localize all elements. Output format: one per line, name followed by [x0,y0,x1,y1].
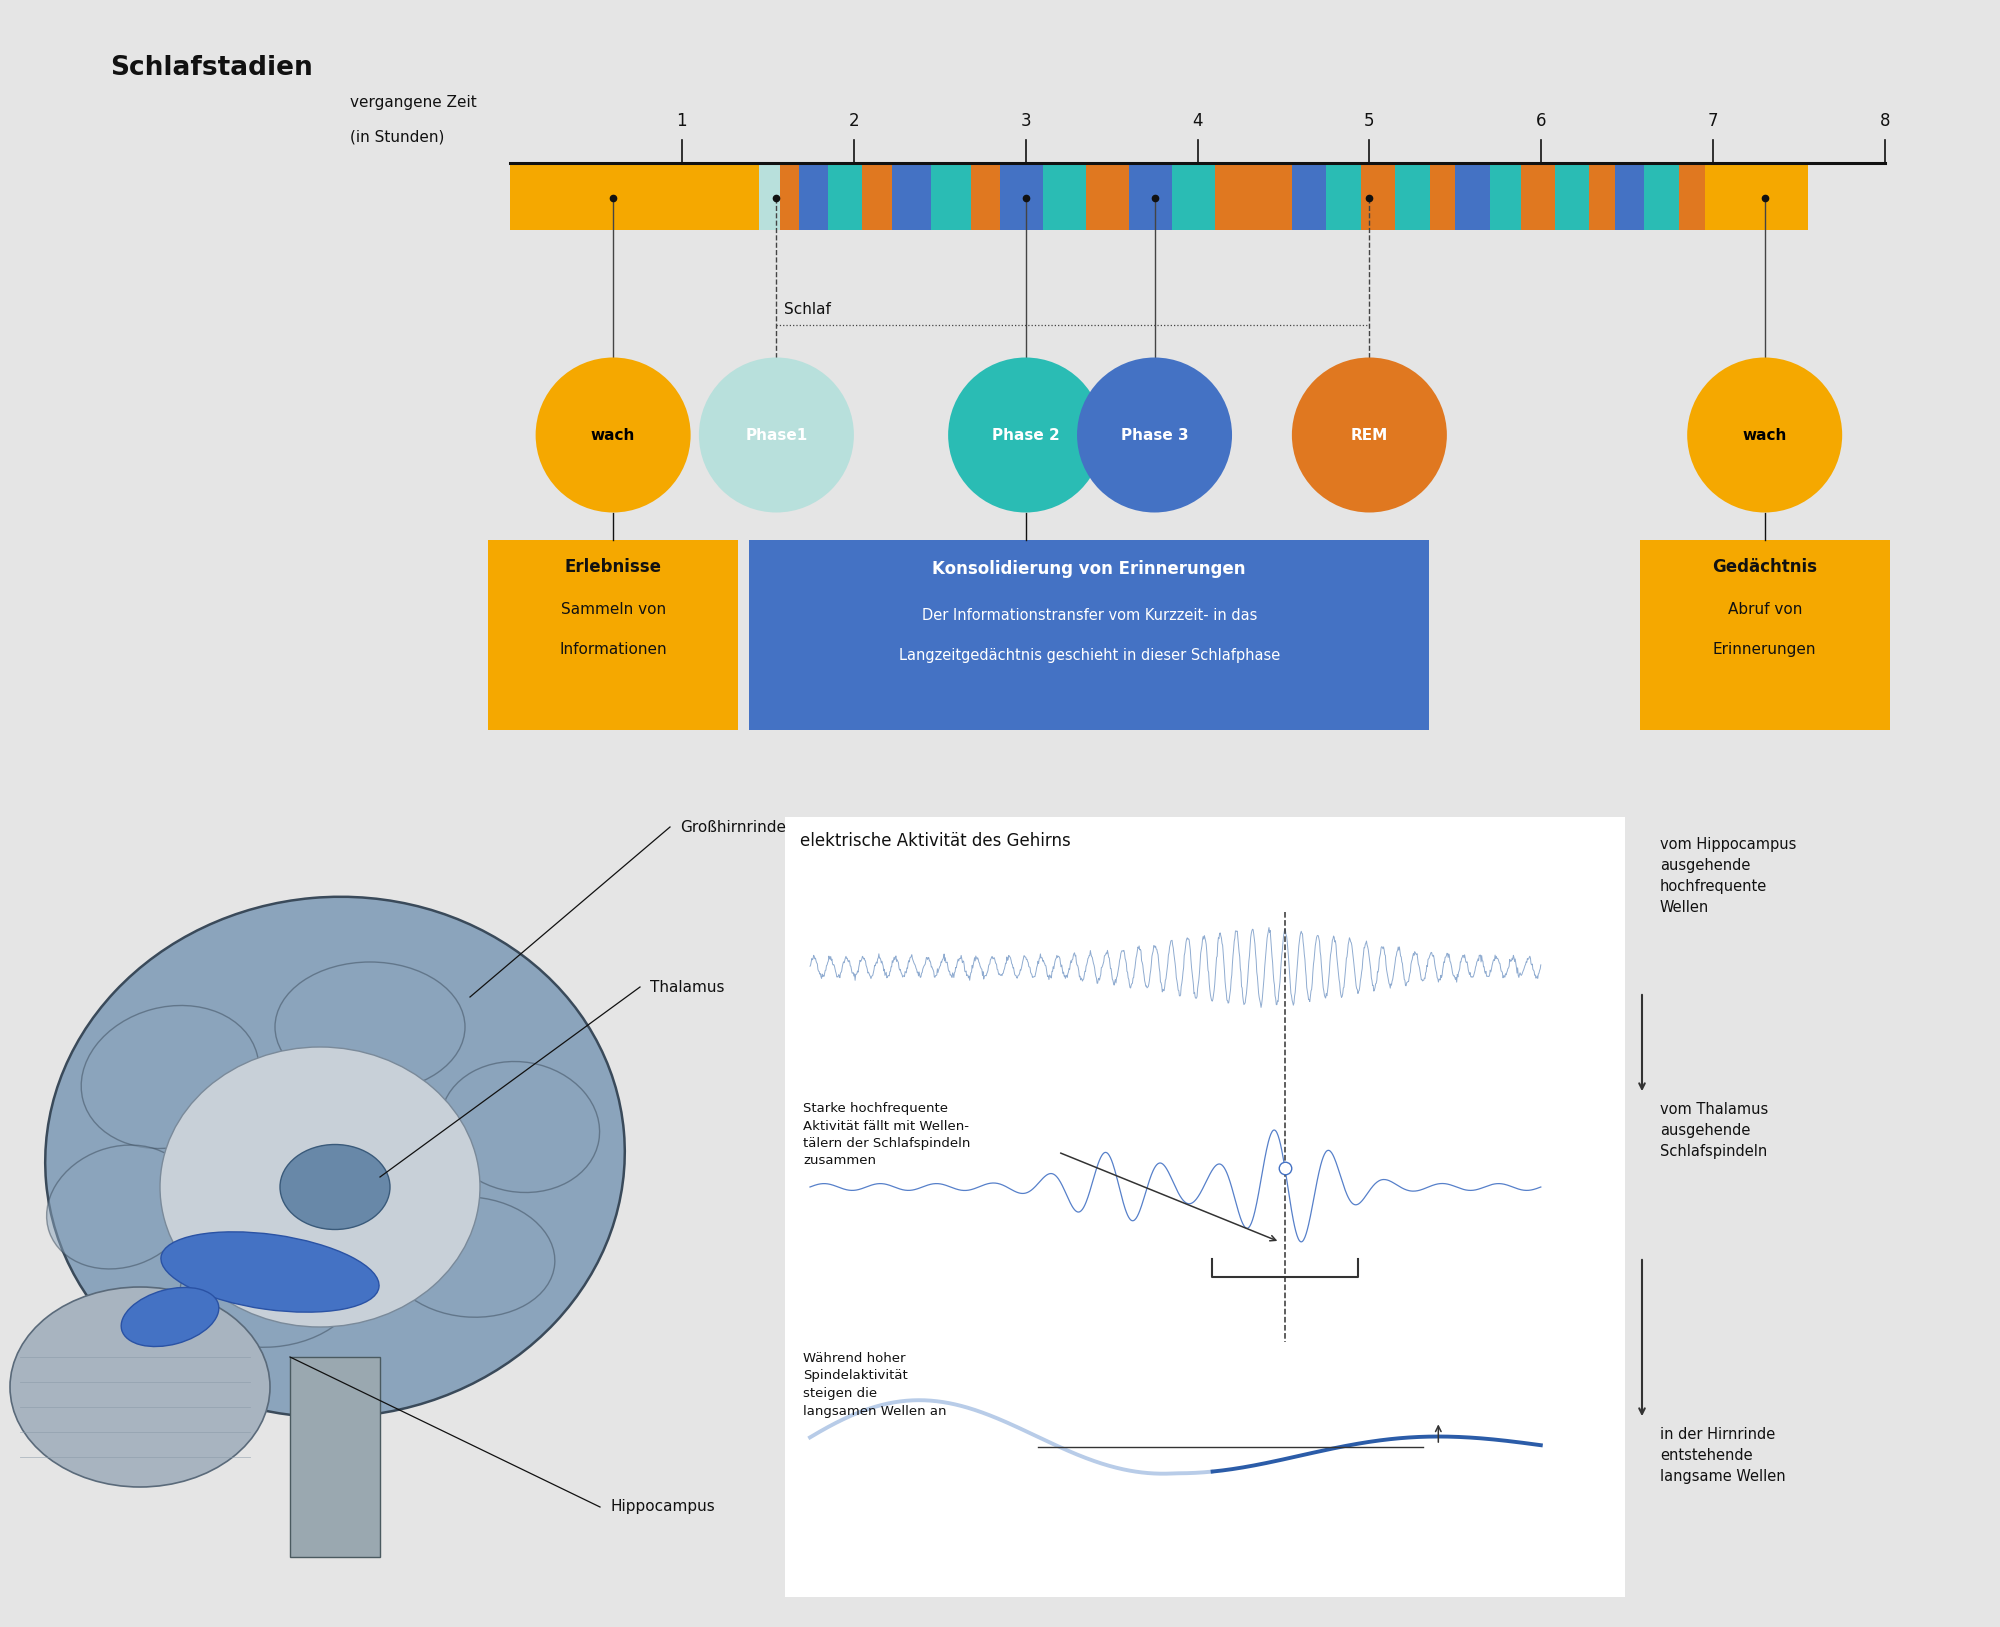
Text: 8: 8 [1880,112,1890,130]
Ellipse shape [160,1232,380,1311]
Bar [1556,164,1590,229]
Text: elektrische Aktivität des Gehirns: elektrische Aktivität des Gehirns [800,831,1070,849]
Bar [784,817,1624,1598]
Ellipse shape [180,1227,360,1347]
Bar [1430,164,1456,229]
Bar [1456,164,1490,229]
Bar [1172,164,1214,229]
Text: Hippocampus: Hippocampus [610,1500,714,1515]
Bar [932,164,970,229]
Ellipse shape [280,1144,390,1230]
Text: (in Stunden): (in Stunden) [350,130,444,145]
Bar [1214,164,1292,229]
Text: vom Hippocampus
ausgehende
hochfrequente
Wellen: vom Hippocampus ausgehende hochfrequente… [1660,836,1796,914]
Bar [780,164,798,229]
Text: Erinnerungen: Erinnerungen [1712,643,1816,657]
Bar [1490,164,1520,229]
Text: 3: 3 [1020,112,1030,130]
Text: in der Hirnrinde
entstehende
langsame Wellen: in der Hirnrinde entstehende langsame We… [1660,1427,1786,1484]
Bar [970,164,1000,229]
Bar [1292,164,1326,229]
Ellipse shape [1078,358,1232,513]
Ellipse shape [1688,358,1842,513]
Bar [1590,164,1616,229]
Text: Phase 2: Phase 2 [992,428,1060,443]
Ellipse shape [948,358,1104,513]
Text: wach: wach [590,428,636,443]
Bar [1616,164,1644,229]
Ellipse shape [1292,358,1446,513]
Text: Erlebnisse: Erlebnisse [564,558,662,576]
Ellipse shape [122,1287,218,1347]
Bar [1000,164,1042,229]
Bar [1640,540,1890,731]
Text: Gedächtnis: Gedächtnis [1712,558,1818,576]
Bar [290,1357,380,1557]
Bar [1042,164,1086,229]
Bar [1086,164,1128,229]
Text: Schlafstadien: Schlafstadien [110,55,312,81]
Bar [1326,164,1360,229]
Ellipse shape [46,1145,194,1269]
Bar [750,540,1430,731]
Text: Großhirnrinde: Großhirnrinde [680,820,786,835]
Text: Langzeitgedächtnis geschieht in dieser Schlafphase: Langzeitgedächtnis geschieht in dieser S… [898,648,1280,662]
Bar [488,540,738,731]
Text: 7: 7 [1708,112,1718,130]
Text: 6: 6 [1536,112,1546,130]
Text: vergangene Zeit: vergangene Zeit [350,94,476,111]
Text: Informationen: Informationen [560,643,666,657]
Bar [760,164,780,229]
Bar [828,164,862,229]
Ellipse shape [698,358,854,513]
Text: Schlaf: Schlaf [784,303,832,317]
Ellipse shape [10,1287,270,1487]
Ellipse shape [536,358,690,513]
Bar [1520,164,1556,229]
Ellipse shape [386,1197,554,1318]
Ellipse shape [276,962,464,1092]
Bar [1678,164,1704,229]
Text: 1: 1 [676,112,688,130]
Ellipse shape [82,1005,258,1149]
Text: Abruf von: Abruf von [1728,602,1802,617]
Text: 5: 5 [1364,112,1374,130]
Bar [1360,164,1396,229]
Ellipse shape [46,896,624,1417]
Ellipse shape [160,1048,480,1328]
Text: Der Informationstransfer vom Kurzzeit- in das: Der Informationstransfer vom Kurzzeit- i… [922,608,1256,623]
Text: Während hoher
Spindelaktivität
steigen die
langsamen Wellen an: Während hoher Spindelaktivität steigen d… [802,1352,946,1417]
Text: 4: 4 [1192,112,1202,130]
Text: REM: REM [1350,428,1388,443]
Bar [798,164,828,229]
Text: Thalamus: Thalamus [650,979,724,994]
Bar [892,164,932,229]
Text: Konsolidierung von Erinnerungen: Konsolidierung von Erinnerungen [932,560,1246,578]
Text: wach: wach [1742,428,1786,443]
Bar [1704,164,1808,229]
Text: 2: 2 [848,112,860,130]
Bar [1128,164,1172,229]
Bar [862,164,892,229]
Text: Phase1: Phase1 [746,428,808,443]
Bar [1396,164,1430,229]
Text: Starke hochfrequente
Aktivität fällt mit Wellen-
tälern der Schlafspindeln
zusam: Starke hochfrequente Aktivität fällt mit… [802,1101,970,1168]
Text: vom Thalamus
ausgehende
Schlafspindeln: vom Thalamus ausgehende Schlafspindeln [1660,1101,1768,1158]
Text: Sammeln von: Sammeln von [560,602,666,617]
Ellipse shape [440,1061,600,1193]
Text: Phase 3: Phase 3 [1120,428,1188,443]
Bar [1644,164,1678,229]
Bar [510,164,760,229]
